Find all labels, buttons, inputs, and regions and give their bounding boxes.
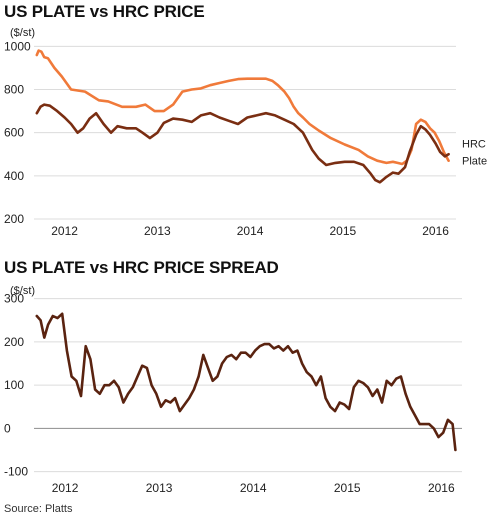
y-tick-label-2: 100 bbox=[4, 378, 24, 392]
y-tick-label-0: -100 bbox=[4, 465, 28, 479]
x-tick-label-3: 2015 bbox=[329, 224, 356, 238]
chart2-title: US PLATE vs HRC PRICE SPREAD bbox=[4, 258, 279, 277]
chart1-title: US PLATE vs HRC PRICE bbox=[4, 2, 205, 21]
y-tick-label-1: 0 bbox=[4, 421, 11, 435]
x-tick-label-0: 2012 bbox=[52, 481, 79, 495]
source-note: Source: Platts bbox=[4, 503, 73, 515]
y-tick-label-3: 800 bbox=[4, 82, 24, 96]
x-tick-label-3: 2015 bbox=[334, 481, 361, 495]
unit-label: ($/st) bbox=[10, 285, 35, 297]
x-tick-label-0: 2012 bbox=[51, 224, 78, 238]
price-chart: 200 400 600 800 1000($/st) 2012 2013 2014 2015 20… bbox=[4, 27, 487, 238]
x-tick-label-4: 2016 bbox=[422, 224, 449, 238]
y-tick-label-4: 1000 bbox=[4, 39, 31, 53]
legend-hrc: HRC bbox=[462, 138, 486, 150]
legend-plate: Plate bbox=[462, 156, 487, 168]
spread-chart: -100 0 100 200 300($/st) 2012 2013 2014 2015 2016 bbox=[4, 285, 462, 495]
x-tick-label-2: 2014 bbox=[240, 481, 267, 495]
x-tick-label-2: 2014 bbox=[237, 224, 264, 238]
y-tick-label-3: 200 bbox=[4, 335, 24, 349]
unit-label: ($/st) bbox=[10, 27, 35, 39]
x-tick-label-4: 2016 bbox=[428, 481, 455, 495]
y-tick-label-2: 600 bbox=[4, 126, 24, 140]
series-line-spread bbox=[35, 312, 457, 452]
series-line-hrc bbox=[35, 103, 450, 184]
y-tick-label-4: 300 bbox=[4, 292, 24, 306]
x-tick-label-1: 2013 bbox=[146, 481, 173, 495]
y-tick-label-1: 400 bbox=[4, 169, 24, 183]
y-tick-label-0: 200 bbox=[4, 212, 24, 226]
x-tick-label-1: 2013 bbox=[144, 224, 171, 238]
series-line-plate bbox=[35, 49, 450, 166]
